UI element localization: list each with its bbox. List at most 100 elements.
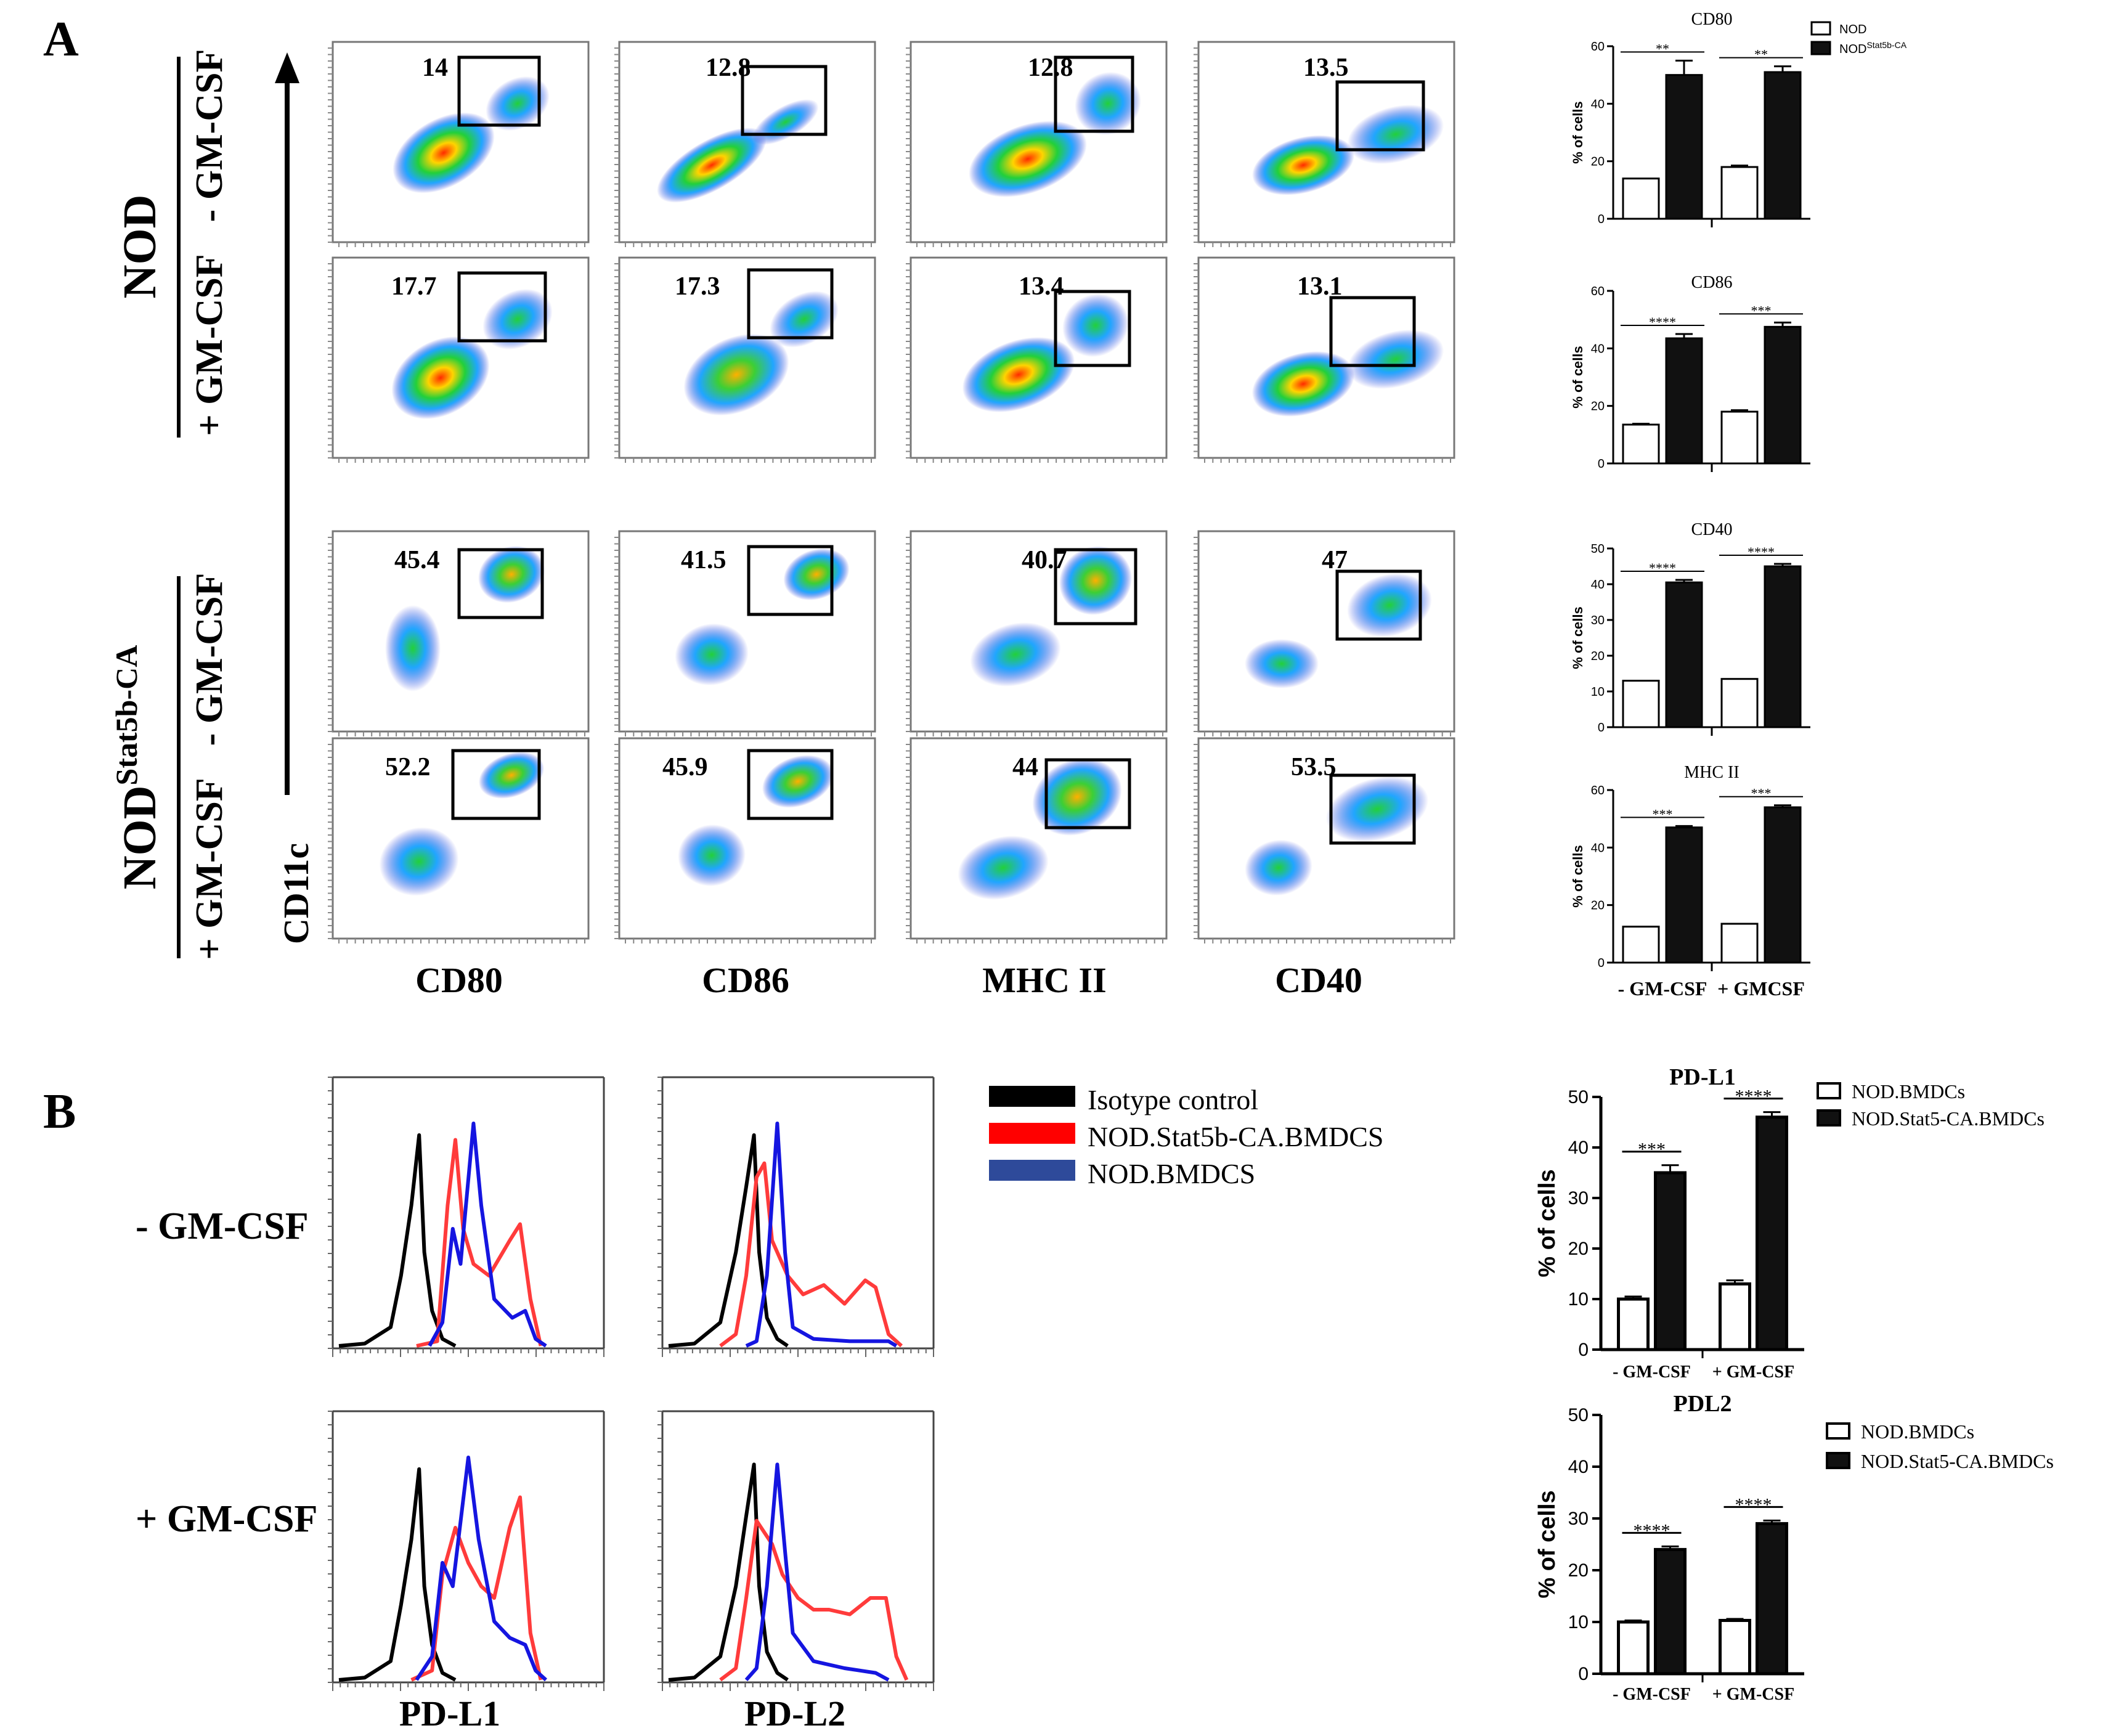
flow-population	[683, 333, 789, 416]
bar-chart: 0 10 20 30 40 50 % of cells PDL2 **** - GM-CSF ***…	[1534, 1391, 1804, 1704]
histogram-curve-blue	[745, 1122, 898, 1348]
gate-box	[1044, 758, 1131, 829]
gate-percentage: 45.9	[662, 753, 708, 781]
y-tick-label: 40	[1591, 841, 1605, 855]
y-tick-label: 20	[1591, 899, 1605, 913]
y-tick-label: 50	[1568, 1087, 1589, 1107]
gate-box	[1329, 296, 1416, 367]
flow-population	[678, 824, 746, 887]
row-group-nod-stat5b: NODStat5b-CA - GM-CSF + GM-CSF	[109, 573, 230, 960]
bar-chart: 0 20 40 60 % of cells MHC II *** - GM-CSF *** + G…	[1570, 763, 1810, 1000]
y-tick-label: 0	[1598, 213, 1605, 226]
bar	[1719, 1282, 1751, 1351]
gate-box	[1054, 548, 1137, 626]
histogram-curve-blue	[428, 1122, 547, 1348]
chart-title: CD86	[1691, 273, 1733, 292]
condition-label-minus: - GM-CSF	[189, 49, 230, 222]
gate-box	[1335, 80, 1425, 152]
bar	[1622, 177, 1660, 220]
flow-population	[482, 288, 553, 350]
bar	[1622, 926, 1660, 964]
legend-pdl2: NOD.BMDCs NOD.Stat5-CA.BMDCs	[1826, 1420, 2054, 1472]
flow-population	[478, 545, 545, 603]
gate-box	[747, 749, 834, 820]
y-tick-label: 30	[1568, 1509, 1589, 1529]
gate-box	[1329, 773, 1416, 845]
x-category-label: - GM-CSF	[1618, 977, 1707, 1000]
y-tick-label: 60	[1591, 40, 1605, 54]
condition-label-plus: + GM-CSF	[189, 254, 230, 436]
significance-marker: **	[1754, 47, 1768, 62]
gate-percentage: 17.3	[675, 272, 720, 301]
bar-chart: 0 10 20 30 40 50 % of cells CD40 **** ****	[1570, 520, 1810, 736]
bar	[1622, 680, 1660, 728]
y-tick-label: 0	[1578, 1340, 1589, 1360]
flow-population	[393, 112, 495, 194]
legend-pdl1: NOD.BMDCs NOD.Stat5-CA.BMDCs	[1817, 1080, 2045, 1130]
flow-population	[1062, 293, 1129, 357]
significance-marker: ***	[1751, 303, 1772, 318]
legend-swatch-isotype	[989, 1086, 1075, 1107]
chart-title: CD40	[1691, 520, 1733, 539]
y-tick-label: 50	[1568, 1405, 1589, 1425]
bar	[1617, 1620, 1650, 1676]
flow-population	[1245, 639, 1319, 688]
gate-percentage: 45.4	[394, 546, 440, 574]
gate-box	[747, 545, 834, 616]
histogram-curve-red	[416, 1138, 543, 1348]
legend-swatch-pdl2-nod	[1826, 1422, 1850, 1440]
y-tick-label: 20	[1568, 1560, 1589, 1581]
x-category-label: + GM-CSF	[1712, 1685, 1794, 1704]
y-tick-label: 20	[1591, 650, 1605, 663]
y-tick-label: 10	[1568, 1289, 1589, 1310]
bar	[1764, 565, 1802, 728]
b-condition-minus: - GM-CSF	[136, 1205, 309, 1247]
panel-b-condition-labels: - GM-CSF + GM-CSF	[136, 1205, 317, 1540]
bar	[1617, 1297, 1650, 1351]
gate-percentage: 14	[422, 54, 448, 82]
gate-box	[451, 749, 541, 820]
legend-swatch-nod	[1810, 21, 1831, 36]
flow-population	[1347, 573, 1432, 637]
y-tick-label: 40	[1591, 97, 1605, 111]
y-tick-label: 30	[1591, 614, 1605, 627]
y-axis-label: % of cells	[1570, 101, 1585, 163]
column-label-cd86: CD86	[702, 960, 789, 1000]
flow-plot: 45.4	[328, 530, 590, 736]
y-tick-label: 20	[1591, 400, 1605, 414]
panel-b-letter: B	[43, 1085, 76, 1139]
cd11c-label: CD11c	[276, 843, 316, 944]
significance-marker: ****	[1634, 1520, 1670, 1541]
flow-population	[958, 835, 1049, 900]
bar	[1665, 581, 1703, 728]
histograms	[328, 1076, 935, 1691]
histogram-pdl1-minus	[328, 1076, 605, 1357]
legend-label-stat5b: NODStat5b-CA	[1839, 40, 1907, 56]
gate-box	[457, 55, 541, 127]
bar	[1756, 1115, 1788, 1351]
flow-plot: 12.8	[906, 41, 1168, 247]
condition-label-minus-2: - GM-CSF	[189, 573, 230, 746]
x-category-label: + GM-CSF	[1712, 1363, 1794, 1382]
y-tick-label: 10	[1568, 1612, 1589, 1632]
flow-plot: 17.3	[614, 256, 876, 463]
flow-plot: 14	[328, 41, 590, 247]
flow-plot: 12.8	[614, 41, 876, 247]
chart-title: MHC II	[1684, 763, 1739, 782]
significance-marker: ****	[1748, 544, 1775, 560]
significance-marker: ****	[1735, 1086, 1772, 1107]
gate-box	[1054, 55, 1134, 133]
legend-label-pdl1-nod: NOD.BMDCs	[1852, 1080, 1965, 1102]
flow-population	[486, 76, 550, 131]
bar	[1720, 410, 1759, 465]
gate-percentage: 41.5	[681, 546, 726, 574]
histogram-pdl2-minus	[657, 1076, 935, 1357]
bar	[1622, 423, 1660, 465]
bar	[1756, 1522, 1788, 1676]
flow-population	[478, 752, 545, 799]
legend-swatch-pdl1-nod	[1817, 1082, 1841, 1099]
y-tick-label: 30	[1568, 1188, 1589, 1208]
panel-a-letter: A	[43, 12, 79, 67]
condition-label-plus-2: + GM-CSF	[189, 778, 230, 960]
